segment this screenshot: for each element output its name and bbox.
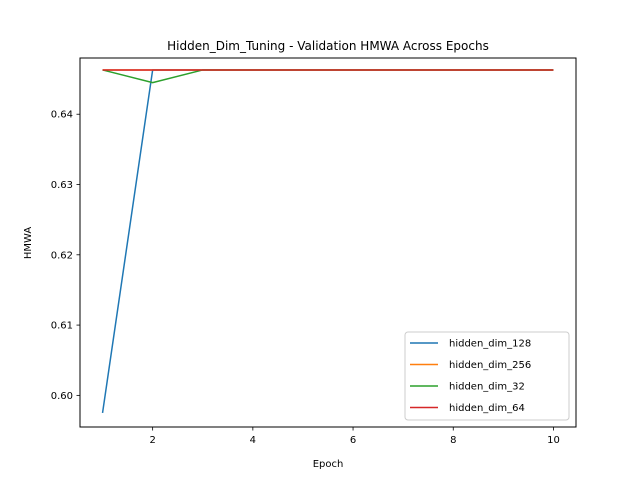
legend-label: hidden_dim_128 xyxy=(449,339,531,350)
y-axis: 0.60 0.61 0.62 0.63 0.64 xyxy=(51,110,80,402)
legend-box xyxy=(404,331,570,421)
legend-label: hidden_dim_32 xyxy=(449,382,525,393)
y-tick-label: 0.60 xyxy=(51,391,73,402)
y-tick-label: 0.64 xyxy=(51,110,73,121)
x-axis: 2 4 6 8 10 xyxy=(149,427,560,446)
y-tick-label: 0.61 xyxy=(51,321,73,332)
x-tick-label: 8 xyxy=(450,435,456,446)
x-tick-label: 4 xyxy=(250,435,256,446)
legend-label: hidden_dim_256 xyxy=(449,360,531,371)
x-tick-label: 2 xyxy=(149,435,155,446)
y-tick-label: 0.62 xyxy=(51,250,73,261)
plot-frame xyxy=(79,57,577,428)
y-axis-label: HMWA xyxy=(23,227,34,259)
legend: hidden_dim_128 hidden_dim_256 hidden_dim_3… xyxy=(404,331,570,421)
x-tick-label: 10 xyxy=(547,435,560,446)
series-lines xyxy=(101,69,554,414)
y-tick-label: 0.63 xyxy=(51,180,73,191)
x-axis-label: Epoch xyxy=(313,459,344,470)
x-tick-label: 6 xyxy=(350,435,356,446)
legend-label: hidden_dim_64 xyxy=(449,403,525,414)
chart-title: Hidden_Dim_Tuning - Validation HMWA Acro… xyxy=(167,39,489,53)
